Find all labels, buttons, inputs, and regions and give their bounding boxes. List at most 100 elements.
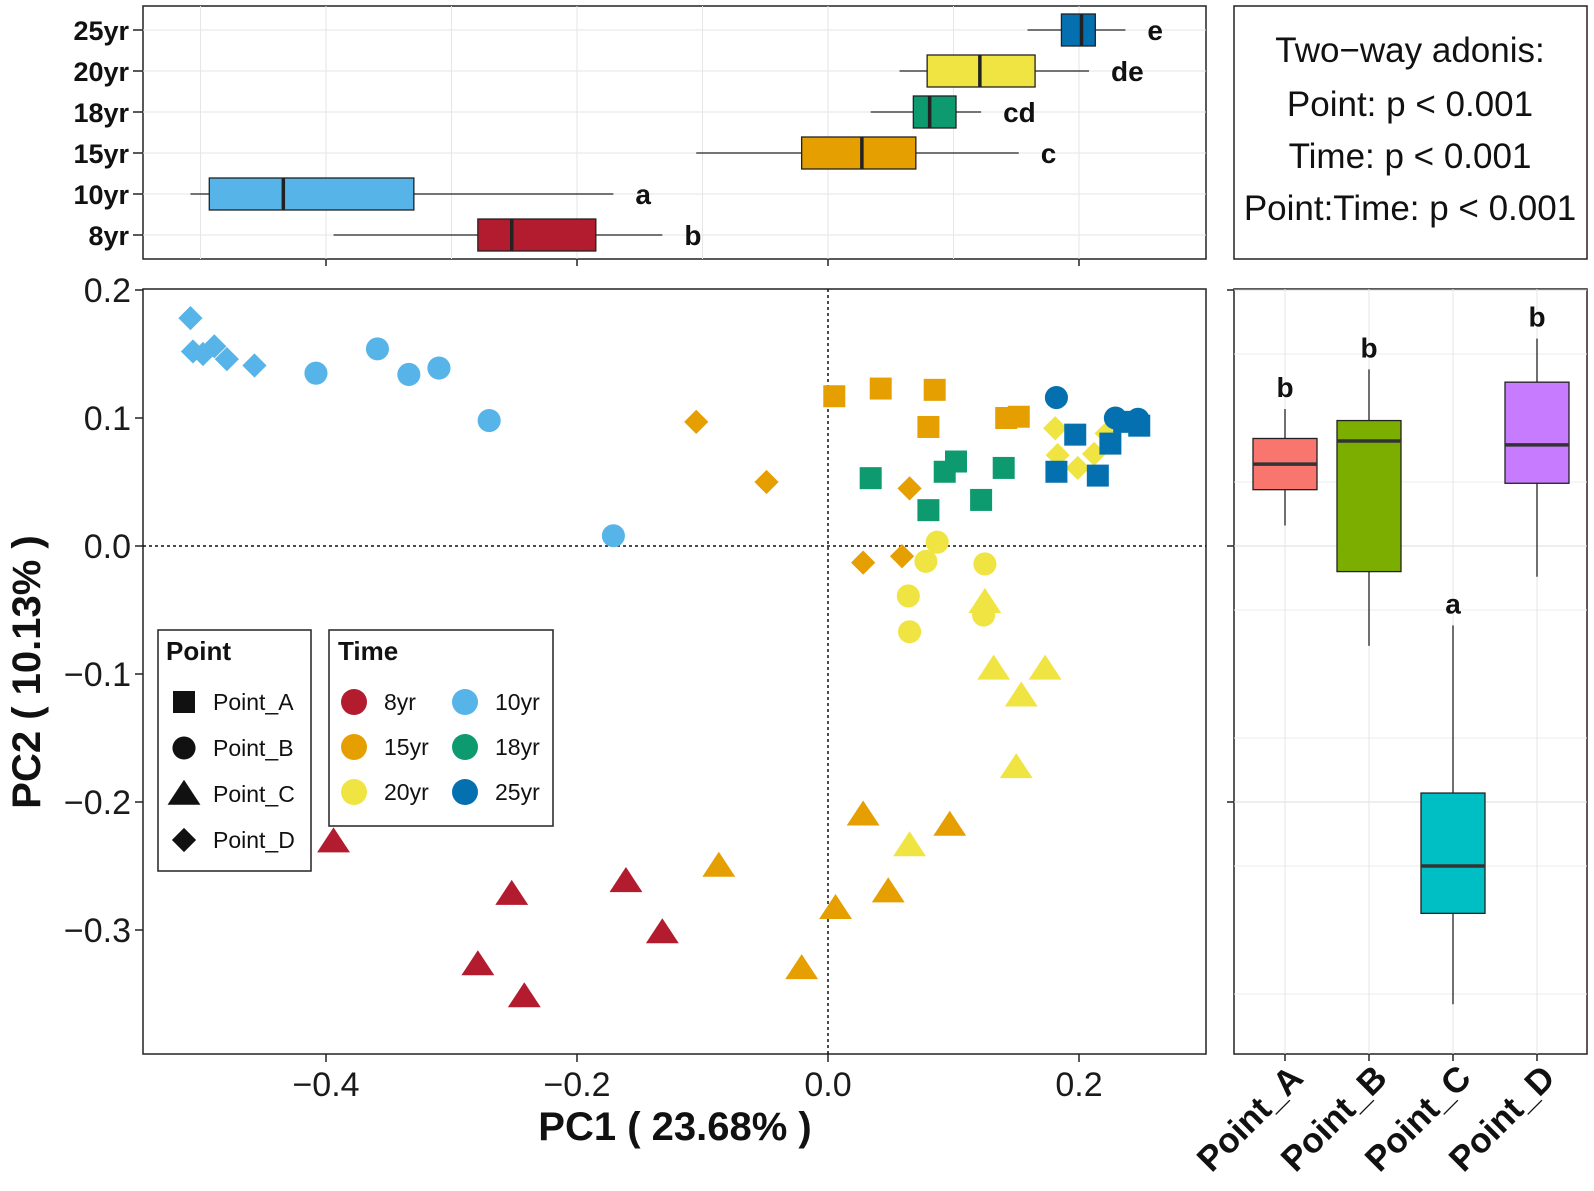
- point-point-d-15yr: [684, 409, 709, 434]
- point-point-b-20yr: [896, 584, 920, 608]
- top-category-label-18yr: 18yr: [73, 98, 129, 128]
- top-box-8yr: [477, 218, 597, 252]
- point-point-c-20yr: [893, 831, 927, 857]
- right-significance-letter-point-d: b: [1528, 302, 1545, 333]
- top-significance-letter-8yr: b: [684, 220, 701, 251]
- point-point-d-15yr: [897, 476, 922, 501]
- adonis-time-result: Time: p < 0.001: [1289, 137, 1532, 176]
- right-significance-letter-point-a: b: [1276, 372, 1293, 403]
- top-box-10yr: [208, 177, 415, 211]
- legend-time-symbol-10yr: [452, 689, 478, 715]
- scatter-points: [178, 306, 1151, 1008]
- point-point-b-10yr: [397, 362, 421, 387]
- legend-time-label-18yr: 18yr: [495, 734, 540, 760]
- legend-point-label-point-b: Point_B: [213, 735, 294, 761]
- point-point-a-25yr: [1099, 432, 1122, 455]
- legend-time-label-10yr: 10yr: [495, 689, 540, 715]
- point-point-a-15yr: [917, 415, 940, 438]
- right-significance-letter-point-c: a: [1445, 588, 1461, 619]
- point-point-b-10yr: [304, 361, 328, 385]
- x-tick-label: 0.0: [804, 1066, 851, 1104]
- point-point-c-8yr: [507, 982, 541, 1008]
- legend-point-symbol-point-b: [172, 736, 196, 760]
- point-point-b-20yr: [973, 552, 997, 576]
- point-point-a-15yr: [923, 378, 946, 401]
- legend-time-symbol-8yr: [341, 689, 367, 715]
- top-box-15yr: [800, 136, 917, 170]
- point-point-c-20yr: [1028, 654, 1062, 680]
- top-category-label-15yr: 15yr: [73, 139, 129, 169]
- point-point-c-8yr: [461, 950, 495, 976]
- point-point-d-10yr: [214, 347, 239, 372]
- point-point-b-25yr: [1044, 385, 1068, 410]
- point-point-d-10yr: [242, 353, 267, 378]
- adonis-point-result: Point: p < 0.001: [1287, 85, 1533, 124]
- legend-point-symbol-point-d: [171, 827, 197, 853]
- point-point-a-15yr: [869, 377, 892, 400]
- point-point-b-10yr: [427, 356, 451, 380]
- point-point-a-18yr: [970, 488, 993, 511]
- legend-point: Point Point_A Point_B Point_C Point_D: [157, 629, 312, 872]
- top-boxplot-ticks: 25yr 20yr 18yr 15yr 10yr 8yr: [73, 16, 1080, 266]
- point-point-c-15yr: [819, 893, 852, 919]
- point-point-c-15yr: [871, 877, 905, 903]
- point-point-d-20yr: [1043, 416, 1068, 441]
- legend-point-title: Point: [166, 636, 231, 666]
- point-point-b-20yr: [925, 530, 949, 554]
- point-point-c-8yr: [645, 918, 679, 944]
- y-tick-label: 0.0: [84, 528, 131, 566]
- point-point-c-15yr: [702, 851, 736, 877]
- point-point-b-10yr: [365, 337, 390, 361]
- point-point-d-15yr: [889, 544, 915, 569]
- legend-time-symbol-25yr: [452, 779, 478, 805]
- top-boxplot-gridlines: [143, 6, 1206, 259]
- y-tick-label: 0.2: [84, 272, 131, 310]
- point-point-d-20yr: [1065, 455, 1090, 481]
- top-boxplot-boxes: ede cdc a b: [190, 13, 1163, 252]
- adonis-panel: [1233, 5, 1588, 260]
- top-significance-letter-15yr: c: [1041, 138, 1057, 169]
- point-point-b-25yr: [1126, 407, 1150, 431]
- point-point-b-10yr: [601, 524, 625, 548]
- point-point-c-8yr: [609, 867, 643, 893]
- point-point-c-20yr: [999, 753, 1033, 779]
- top-significance-letter-20yr: de: [1111, 56, 1144, 87]
- point-point-b-20yr: [898, 620, 922, 644]
- point-point-a-25yr: [1086, 464, 1109, 487]
- top-boxplot-panel: [142, 5, 1207, 260]
- point-point-a-18yr: [917, 499, 940, 522]
- point-point-b-20yr: [914, 549, 938, 573]
- legend-time-symbol-20yr: [341, 779, 367, 805]
- right-box-point-c: [1420, 792, 1486, 915]
- top-box-25yr: [1060, 13, 1096, 47]
- right-box-point-b: [1336, 419, 1402, 573]
- point-point-a-15yr: [1007, 405, 1030, 428]
- x-axis-title: PC1 ( 23.68% ): [538, 1105, 811, 1149]
- point-point-c-15yr: [785, 954, 819, 980]
- point-point-b-25yr: [1103, 406, 1127, 430]
- point-point-c-15yr: [846, 800, 880, 826]
- right-box-point-d: [1504, 381, 1570, 484]
- legend-point-symbol-point-a: [173, 691, 195, 713]
- legend-time: Time 8yr 10yr 15yr 18yr 20yr 25yr: [328, 629, 554, 827]
- legend-time-label-15yr: 15yr: [384, 734, 429, 760]
- point-point-a-25yr: [1045, 460, 1068, 483]
- legend-time-label-8yr: 8yr: [384, 689, 416, 715]
- top-box-18yr: [912, 95, 957, 129]
- y-tick-label: −0.2: [64, 784, 131, 822]
- point-point-c-15yr: [933, 810, 967, 836]
- point-point-a-18yr: [859, 467, 882, 490]
- point-point-c-20yr: [968, 588, 1002, 614]
- top-category-label-25yr: 25yr: [73, 16, 129, 46]
- y-axis-title: PC2 ( 10.13% ): [5, 535, 49, 808]
- top-significance-letter-25yr: e: [1147, 15, 1163, 46]
- adonis-interaction-result: Point:Time: p < 0.001: [1244, 189, 1576, 228]
- legend-point-label-point-d: Point_D: [213, 827, 295, 853]
- legend-point-label-point-c: Point_C: [213, 781, 295, 807]
- point-point-d-15yr: [851, 550, 876, 575]
- adonis-title: Two−way adonis:: [1275, 31, 1544, 70]
- point-point-a-15yr: [823, 385, 846, 408]
- point-point-d-10yr: [178, 306, 203, 331]
- point-point-a-25yr: [1064, 423, 1087, 446]
